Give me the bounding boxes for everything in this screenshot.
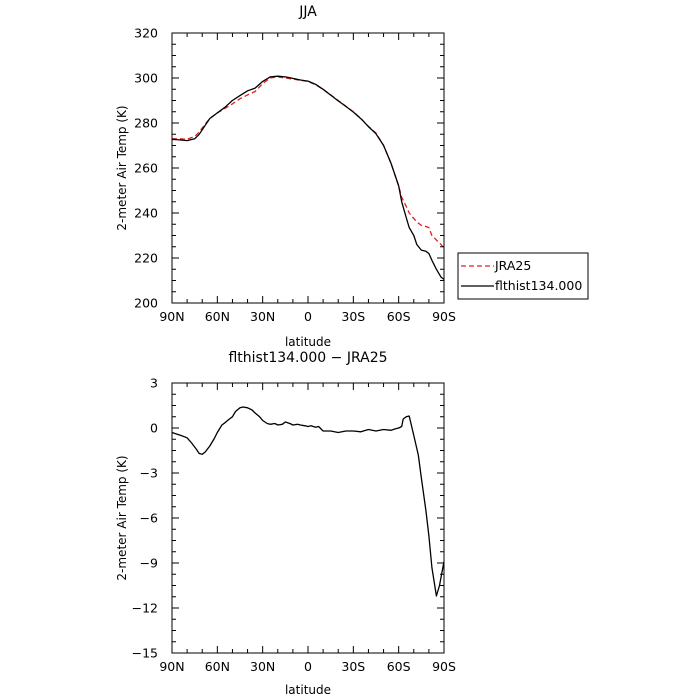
x-tick-label: 90N xyxy=(159,659,184,674)
x-tick-label: 30N xyxy=(250,659,275,674)
y-tick-label: 0 xyxy=(150,421,158,436)
series-line-flthist134-000 xyxy=(171,75,445,280)
y-tick-label: −12 xyxy=(132,601,158,616)
ticks-group: 90N 60N 30N 0 30S 60S 90S −15 −12 −9 −6 −3 0 3 xyxy=(132,376,456,675)
legend-label-flthist: flthist134.000 xyxy=(495,278,582,293)
chart-title: flthist134.000 − JRA25 xyxy=(228,350,387,366)
y-tick-label: 300 xyxy=(134,71,158,86)
x-tick-label: 60S xyxy=(387,659,411,674)
chart-title: JJA xyxy=(298,4,317,20)
series-line-difference xyxy=(171,406,445,597)
x-tick-label: 0 xyxy=(304,659,312,674)
top-chart: JJA latitude 2-meter Air Temp (K) 90N 60N… xyxy=(115,4,456,349)
y-tick-label: 320 xyxy=(134,26,158,41)
x-axis-label: latitude xyxy=(285,335,331,349)
x-tick-label: 60S xyxy=(387,309,411,324)
legend-box xyxy=(457,252,589,300)
y-tick-label: 280 xyxy=(134,116,158,131)
legend-label-jra25: JRA25 xyxy=(494,258,531,273)
x-tick-label: 30S xyxy=(341,309,365,324)
x-tick-label: 90S xyxy=(432,659,456,674)
x-tick-label: 60N xyxy=(205,659,230,674)
y-axis-label: 2-meter Air Temp (K) xyxy=(115,105,129,230)
y-tick-label: 240 xyxy=(134,206,158,221)
legend: JRA25 flthist134.000 xyxy=(457,252,589,300)
series-group xyxy=(171,75,445,280)
y-tick-label: −15 xyxy=(132,646,158,661)
ticks-group: 90N 60N 30N 0 30S 60S 90S 200 220 240 260 280 300 320 xyxy=(134,26,456,325)
y-tick-label: 3 xyxy=(150,376,158,391)
y-tick-label: 260 xyxy=(134,161,158,176)
bottom-chart: flthist134.000 − JRA25 latitude 2-meter … xyxy=(115,350,456,697)
plot-frame xyxy=(171,382,445,654)
x-tick-label: 90N xyxy=(159,309,184,324)
series-group xyxy=(171,406,445,597)
y-tick-label: −9 xyxy=(140,556,158,571)
y-tick-label: −3 xyxy=(140,466,158,481)
x-tick-label: 60N xyxy=(205,309,230,324)
y-tick-label: −6 xyxy=(140,511,158,526)
plot-frame xyxy=(171,32,445,304)
x-tick-label: 0 xyxy=(304,309,312,324)
y-axis-label: 2-meter Air Temp (K) xyxy=(115,455,129,580)
x-tick-label: 30S xyxy=(341,659,365,674)
x-tick-label: 90S xyxy=(432,309,456,324)
y-tick-label: 220 xyxy=(134,251,158,266)
x-axis-label: latitude xyxy=(285,683,331,697)
x-tick-label: 30N xyxy=(250,309,275,324)
y-tick-label: 200 xyxy=(134,296,158,311)
